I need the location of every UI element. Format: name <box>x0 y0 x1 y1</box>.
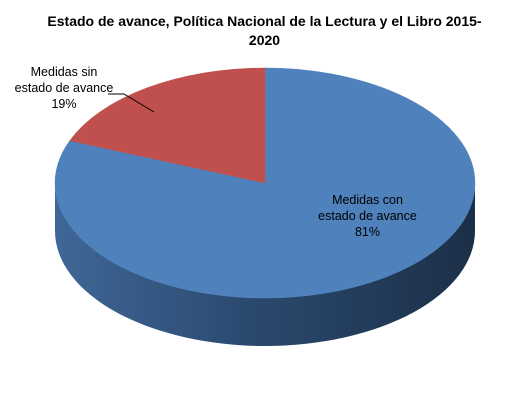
slice-label-sin-line1: Medidas sin <box>30 65 98 79</box>
chart-title-line2: 2020 <box>248 32 281 48</box>
slice-label-con-line1: Medidas con <box>332 193 403 207</box>
pie-side-wall <box>55 183 475 346</box>
slice-label-sin: Medidas sin estado de avance 19% <box>2 64 126 112</box>
slice-label-con: Medidas con estado de avance 81% <box>300 192 435 240</box>
slice-label-con-percent: 81% <box>354 225 381 239</box>
pie-slice-sin-estado <box>69 67 266 184</box>
slice-label-sin-line2: estado de avance <box>14 81 114 95</box>
slice-leader-line <box>108 93 155 113</box>
slice-label-con-line2: estado de avance <box>318 209 417 223</box>
slice-label-sin-percent: 19% <box>51 97 77 111</box>
chart-title-line1: Estado de avance, Política Nacional de l… <box>47 13 482 29</box>
